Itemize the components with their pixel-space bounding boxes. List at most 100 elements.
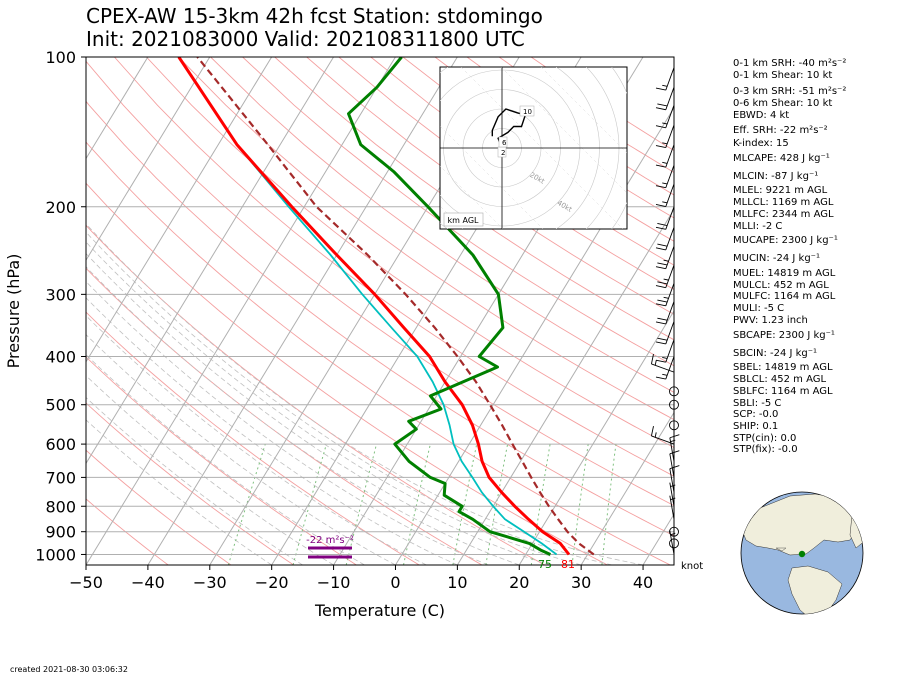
barb-half-flag (662, 161, 668, 164)
barb-flag (655, 247, 666, 251)
station-marker (798, 550, 806, 558)
index-line: MULFC: 1164 m AGL (733, 291, 836, 302)
hodograph-height-label: 10 (523, 108, 532, 116)
dry-adiabat (86, 449, 232, 565)
moist-adiabat (86, 354, 365, 565)
barb-staff (669, 468, 675, 493)
hodograph-height-label: 2 (501, 149, 505, 157)
index-line: SBLFC: 1164 m AGL (733, 386, 833, 397)
isotherm (456, 208, 674, 565)
index-line: SBCIN: -24 J kg⁻¹ (733, 348, 818, 359)
dry-adiabat (86, 100, 674, 537)
wind-barbs (651, 67, 680, 555)
x-tick-label: −30 (193, 573, 227, 592)
wind-barb (655, 245, 675, 270)
moist-adiabat (86, 396, 303, 565)
barb-flag (657, 281, 668, 285)
barb-flag (655, 164, 666, 168)
wind-barb (655, 264, 675, 289)
moist-adiabat (86, 231, 613, 565)
index-line: MLLI: -2 C (733, 221, 783, 232)
y-tick-label: 900 (45, 523, 76, 542)
calm-wind-marker (669, 526, 679, 537)
x-tick-label: 30 (571, 573, 591, 592)
barb-half-flag (662, 84, 668, 87)
y-tick-label: 700 (45, 468, 76, 487)
barb-flag (655, 321, 666, 325)
hodograph-height-label: 6 (502, 139, 507, 147)
wind-barb (655, 105, 675, 129)
index-line: MUCAPE: 2300 J kg⁻¹ (733, 235, 838, 246)
y-tick-label: 100 (45, 48, 76, 67)
x-tick-label: 20 (509, 573, 529, 592)
chart-title-line-1: CPEX-AW 15-3km 42h fcst Station: stdomin… (86, 4, 543, 28)
index-line: 0-6 km Shear: 10 kt (733, 98, 833, 109)
barb-staff (665, 87, 675, 110)
temperature-trace (177, 57, 571, 556)
barb-flag (655, 266, 666, 270)
barb-half-flag (663, 259, 669, 262)
dewpoint-trace (347, 57, 552, 556)
wind-barb (655, 67, 675, 91)
mixing-ratio-line (485, 444, 509, 565)
x-axis-label: Temperature (C) (314, 601, 445, 620)
barb-flag (655, 107, 666, 111)
wind-barb (655, 321, 675, 345)
barb-flag (657, 337, 668, 341)
index-line: SHIP: 0.1 (733, 421, 779, 432)
index-line: MLCAPE: 428 J kg⁻¹ (733, 153, 830, 164)
mixing-ratio-line (227, 443, 266, 565)
isotherm (86, 57, 396, 565)
y-tick-label: 1000 (35, 545, 76, 564)
x-tick-label: −40 (131, 573, 165, 592)
barb-flag (669, 465, 680, 470)
isotherm (395, 106, 674, 565)
y-tick-label: 600 (45, 435, 76, 454)
hodograph-height-box (498, 136, 508, 148)
calm-wind-marker (669, 420, 679, 431)
wind-barb (655, 206, 675, 230)
index-line: 0-1 km Shear: 10 kt (733, 70, 833, 81)
wind-barb (655, 301, 675, 325)
dry-adiabat (86, 498, 169, 565)
mixing-ratio-line (403, 443, 431, 565)
barb-flag (657, 299, 668, 303)
barb-flag (655, 226, 666, 230)
moist-adiabat (86, 315, 427, 565)
wind-barb (655, 124, 675, 149)
profile-traces (177, 57, 595, 556)
index-line: 0-3 km SRH: -51 m²s⁻² (733, 86, 847, 97)
moist-adiabat (86, 375, 334, 565)
index-line: Eff. SRH: -22 m²s⁻² (733, 125, 828, 136)
mixing-ratio-line (601, 444, 617, 565)
barb-flag (657, 223, 668, 226)
barb-half-flag (670, 439, 676, 443)
barb-half-flag (662, 142, 668, 145)
hodograph-legend-box (443, 212, 484, 227)
barb-half-flag (670, 532, 676, 536)
barb-flag (655, 185, 666, 189)
barb-flag (657, 243, 668, 247)
axes: −50 −40 −30 −20 −10 0 10 20 30 40 100 200 300 400 500 6… (4, 48, 653, 620)
barb-flag (651, 426, 654, 436)
location-globe (740, 491, 864, 615)
barb-flag (655, 204, 666, 207)
isotherm (86, 57, 211, 262)
barb-flag (655, 125, 666, 129)
barb-staff (665, 301, 675, 325)
hodograph-legend-label: km AGL (448, 216, 480, 225)
wind-barb (655, 227, 675, 251)
barb-half-flag (662, 201, 668, 204)
index-line: SCP: -0.0 (733, 409, 779, 420)
barb-half-flag (662, 356, 668, 359)
caribbean-island (775, 547, 787, 552)
moist-adiabat (86, 223, 644, 565)
barb-half-flag (662, 182, 668, 185)
index-line: MLEL: 9221 m AGL (733, 185, 828, 196)
barb-half-flag (663, 278, 669, 281)
y-axis-label: Pressure (hPa) (4, 254, 23, 369)
wind-barb (651, 354, 675, 373)
y-tick-label: 500 (45, 396, 76, 415)
south-america-land (787, 565, 843, 614)
barb-half-flag (654, 432, 657, 438)
